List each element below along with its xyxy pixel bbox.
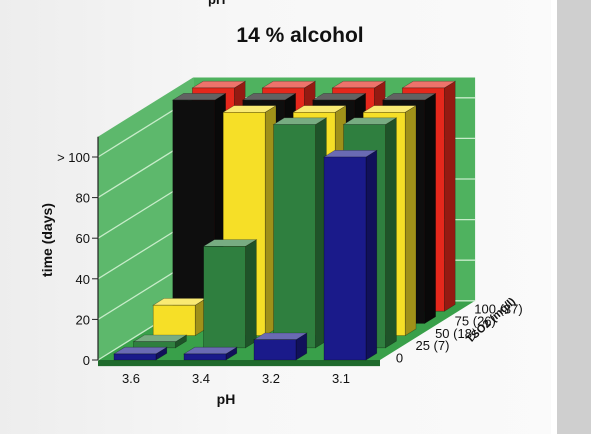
- y-tick-label: > 100: [57, 150, 90, 165]
- bar-side: [424, 92, 436, 324]
- bar-front: [323, 156, 367, 361]
- bar-front: [203, 246, 246, 349]
- bar-front: [273, 124, 316, 349]
- y-tick-label: 60: [76, 231, 90, 246]
- series-label: 50 (18): [435, 326, 476, 341]
- bar-25-3.6: [132, 334, 188, 349]
- background-edge: [557, 0, 591, 434]
- bar-25-3.2: [272, 117, 328, 349]
- y-tick-label: 20: [76, 312, 90, 327]
- series-label: 25 (7): [415, 338, 449, 353]
- bar-25-3.4: [202, 239, 258, 349]
- x-tick-label: 3.4: [192, 371, 210, 386]
- y-axis-label: time (days): [39, 203, 55, 277]
- bar-0-3.4: [182, 346, 238, 361]
- bar-0-3.6: [112, 346, 168, 361]
- side-wall: [98, 77, 194, 360]
- bar-side: [404, 105, 417, 337]
- bar-front: [183, 353, 227, 361]
- bar-side: [245, 239, 257, 349]
- series-label: 100 (37): [474, 302, 522, 317]
- chart-labels: 0 20 40 60 80 > 100 3.6 3.4 3.2 3.1 0 25 (7)50 (18)…: [57, 150, 523, 386]
- cropped-top-label: pH: [208, 0, 225, 7]
- floor-front-edge: [98, 360, 380, 367]
- x-tick-label: 3.2: [262, 371, 280, 386]
- x-axis-label: pH: [217, 391, 236, 407]
- x-tick-label: 3.6: [122, 371, 140, 386]
- bar-front: [152, 304, 196, 336]
- bar-0-3.2: [252, 332, 308, 361]
- x-tick-label: 3.1: [332, 371, 350, 386]
- bar-50-3.6: [152, 297, 208, 337]
- bar-side: [444, 80, 456, 312]
- bar-side: [385, 117, 397, 349]
- background-card: [551, 0, 561, 434]
- bar-0-3.1: [322, 149, 378, 361]
- bar-side: [365, 149, 378, 361]
- y-tick-label: 0: [83, 353, 90, 368]
- chart-bars: [112, 80, 457, 361]
- bar-front: [113, 353, 157, 361]
- chart-title: 14 % alcohol: [236, 24, 363, 47]
- bar-front: [133, 341, 176, 349]
- y-tick-label: 80: [76, 191, 90, 206]
- bar-front: [253, 339, 297, 361]
- y-tick-label: 40: [76, 272, 90, 287]
- series-label: 0: [396, 350, 403, 365]
- series-label: 75 (26): [455, 314, 496, 329]
